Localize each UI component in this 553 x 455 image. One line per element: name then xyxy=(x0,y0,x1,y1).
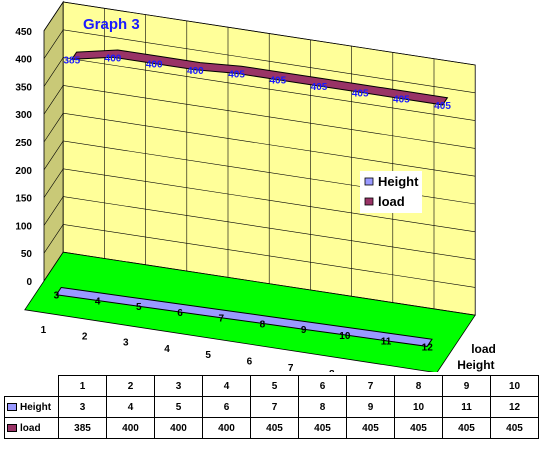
y-tick-label: 250 xyxy=(15,138,32,149)
legend-key-icon xyxy=(364,197,374,206)
y-tick-label: 450 xyxy=(15,27,32,38)
table-corner xyxy=(4,375,59,397)
table-cell: 405 xyxy=(250,417,299,439)
depth-axis-label-load: load xyxy=(471,342,496,356)
table-cell: 12 xyxy=(490,396,539,418)
gridline-horizontal xyxy=(43,57,476,121)
gridline-horizontal xyxy=(43,29,476,94)
table-cell: 405 xyxy=(298,417,347,439)
gridline-horizontal xyxy=(43,1,476,66)
table-row-label-text: load xyxy=(20,422,41,434)
y-tick-label: 50 xyxy=(21,249,33,260)
legend-label: load xyxy=(378,194,405,209)
load-data-label: 405 xyxy=(393,95,410,106)
height-series-ribbon xyxy=(55,286,433,347)
table-cell: 10 xyxy=(394,396,443,418)
x-tick-label: 8 xyxy=(329,369,335,372)
x-tick-label: 3 xyxy=(123,338,129,349)
load-data-label: 400 xyxy=(146,60,163,71)
load-data-label: 405 xyxy=(228,69,245,80)
height-data-label: 6 xyxy=(177,308,183,319)
table-cell: 11 xyxy=(442,396,491,418)
legend-label: Height xyxy=(378,174,419,189)
x-tick-label: 1 xyxy=(41,325,47,336)
table-header-cell: 4 xyxy=(202,375,251,397)
y-tick-label: 0 xyxy=(26,277,32,288)
height-data-label: 12 xyxy=(422,342,434,353)
y-tick-label: 400 xyxy=(15,55,32,66)
load-data-label: 385 xyxy=(63,55,80,66)
gridline-horizontal xyxy=(43,224,476,288)
table-cell: 400 xyxy=(106,417,155,439)
table-cell: 405 xyxy=(394,417,443,439)
gridline-horizontal xyxy=(43,196,476,260)
table-header-cell: 9 xyxy=(442,375,491,397)
table-cell: 405 xyxy=(490,417,539,439)
height-data-label: 3 xyxy=(54,291,60,302)
x-tick-label: 6 xyxy=(247,356,253,367)
table-cell: 4 xyxy=(106,396,155,418)
load-data-label: 400 xyxy=(187,66,204,77)
table-cell: 405 xyxy=(346,417,395,439)
load-series-ribbon xyxy=(70,49,449,106)
height-data-label: 9 xyxy=(301,325,307,336)
table-row-label: load xyxy=(4,417,59,439)
y-tick-label: 300 xyxy=(15,110,32,121)
y-tick-label: 100 xyxy=(15,221,32,232)
table-row-label: Height xyxy=(4,396,59,418)
table-header-row: 1 2 3 4 5 6 7 8 9 10 xyxy=(4,375,539,397)
table-cell: 5 xyxy=(154,396,203,418)
gridline-horizontal xyxy=(43,168,476,233)
gridline-horizontal xyxy=(43,85,476,149)
load-data-label: 405 xyxy=(434,101,451,112)
height-data-label: 11 xyxy=(381,337,392,348)
table-cell: 8 xyxy=(298,396,347,418)
table-header-cell: 1 xyxy=(58,375,107,397)
x-tick-label: 2 xyxy=(82,331,88,342)
load-data-label: 405 xyxy=(352,88,369,99)
data-table: 1 2 3 4 5 6 7 8 9 10 Height 3 4 5 6 7 8 … xyxy=(4,375,539,439)
table-cell: 3 xyxy=(58,396,107,418)
load-data-label: 405 xyxy=(269,76,286,87)
load-data-label: 400 xyxy=(105,53,122,64)
depth-axis-label-height: Height xyxy=(457,358,494,372)
height-data-label: 4 xyxy=(95,296,101,307)
table-header-cell: 7 xyxy=(346,375,395,397)
load-data-label: 405 xyxy=(311,82,328,93)
table-cell: 400 xyxy=(202,417,251,439)
table-cell: 6 xyxy=(202,396,251,418)
table-cell: 9 xyxy=(346,396,395,418)
y-tick-label: 200 xyxy=(15,166,32,177)
table-cell: 400 xyxy=(154,417,203,439)
chart-title: Graph 3 xyxy=(83,16,140,33)
table-header-cell: 5 xyxy=(250,375,299,397)
gridline-horizontal xyxy=(43,140,476,205)
height-legend-key-icon xyxy=(7,402,17,411)
x-tick-label: 7 xyxy=(288,363,294,372)
table-row-height: Height 3 4 5 6 7 8 9 10 11 12 xyxy=(4,396,539,418)
height-data-label: 7 xyxy=(218,314,224,325)
table-cell: 405 xyxy=(442,417,491,439)
table-header-cell: 8 xyxy=(394,375,443,397)
height-data-label: 8 xyxy=(260,319,266,330)
x-tick-label: 5 xyxy=(205,350,211,361)
height-data-label: 10 xyxy=(339,331,351,342)
table-header-cell: 6 xyxy=(298,375,347,397)
table-header-cell: 10 xyxy=(490,375,539,397)
table-row-label-text: Height xyxy=(20,401,52,413)
legend-key-icon xyxy=(364,177,374,186)
table-cell: 7 xyxy=(250,396,299,418)
table-cell: 385 xyxy=(58,417,107,439)
y-tick-label: 150 xyxy=(15,194,32,205)
gridline-horizontal xyxy=(43,112,476,177)
x-tick-label: 4 xyxy=(164,344,170,355)
table-header-cell: 2 xyxy=(106,375,155,397)
load-legend-key-icon xyxy=(7,423,17,432)
table-row-load: load 385 400 400 400 405 405 405 405 405… xyxy=(4,417,539,439)
y-tick-label: 350 xyxy=(15,82,32,93)
floor xyxy=(24,251,476,372)
height-data-label: 5 xyxy=(136,302,142,313)
table-header-cell: 3 xyxy=(154,375,203,397)
